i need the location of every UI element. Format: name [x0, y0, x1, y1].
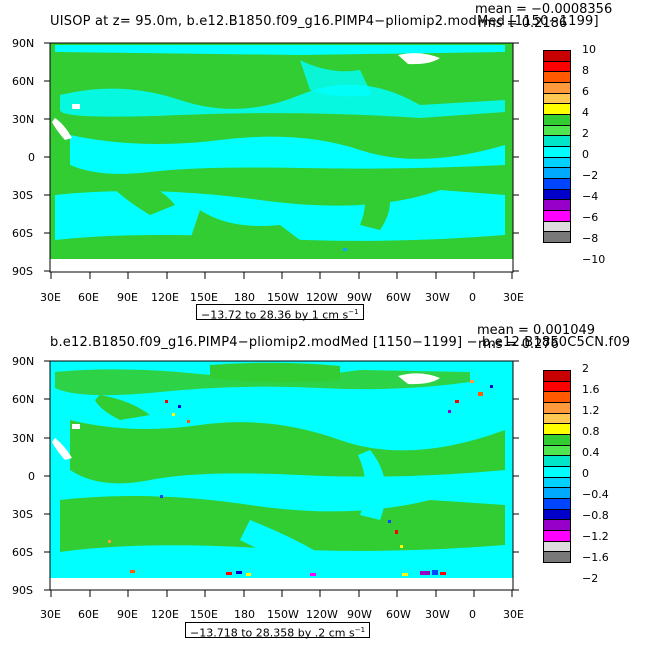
panel1-colorbar: [543, 50, 571, 243]
panel1-lat-label: 30S: [12, 189, 33, 202]
panel1-rms: rms = 0.2186: [478, 16, 568, 31]
panel1-lon-label: 120W: [306, 291, 338, 304]
panel1-contour-range: −13.72 to 28.36 by 1 cm s−1: [196, 304, 364, 322]
panel1-legend-label: −6: [582, 211, 599, 224]
panel1-mean: mean = −0.0008356: [475, 2, 613, 17]
panel2-legend-label: 0: [582, 467, 589, 480]
panel2-title: b.e12.B1850.f09_g16.PIMP4−pliomip2.modMe…: [50, 335, 631, 350]
panel2-legend-label: 1.6: [582, 383, 600, 396]
panel2-legend-label: 2: [582, 362, 589, 375]
panel1-lon-label: 60W: [386, 291, 411, 304]
panel1-colorbar-swatch: [543, 231, 571, 243]
panel2-legend-label: −1.6: [582, 551, 609, 564]
panel2-legend-label: 1.2: [582, 404, 600, 417]
panel1-title: UISOP at z= 95.0m, b.e12.B1850.f09_g16.P…: [50, 14, 599, 29]
panel2-colorbar: [543, 370, 571, 563]
panel2-mean: mean = 0.001049: [477, 323, 596, 338]
panel2-rms: rms = 0.276: [478, 337, 559, 352]
panel1-range-unit-exp: −1: [348, 308, 359, 316]
panel1-legend-label: 10: [582, 43, 596, 56]
panel1-legend-label: 4: [582, 106, 589, 119]
panel1-lat-label: 90N: [12, 37, 35, 50]
panel1-lon-label: 120E: [151, 291, 179, 304]
panel1-lon-label: 150W: [267, 291, 299, 304]
panel2-range-text: −13.718 to 28.358 by .2 cm s: [190, 626, 355, 640]
panel2-legend-label: −1.2: [582, 530, 609, 543]
panel2-legend-label: −0.4: [582, 488, 609, 501]
panel1-lon-label: 30W: [425, 291, 450, 304]
panel1-lon-label: 60E: [78, 291, 99, 304]
panel1-legend-label: 8: [582, 64, 589, 77]
panel2-legend-label: 0.4: [582, 446, 600, 459]
panel1-lon-label: 30E: [503, 291, 524, 304]
panel1-lat-label: 90S: [12, 265, 33, 278]
panel1-legend-label: 2: [582, 127, 589, 140]
panel1-range-text: −13.72 to 28.36 by 1 cm s: [201, 308, 349, 322]
panel2-legend-label: 0.8: [582, 425, 600, 438]
panel1-map: [49, 42, 514, 273]
panel1-legend-label: 0: [582, 148, 589, 161]
panel1-lon-label: 30E: [40, 291, 61, 304]
panel1-lat-label: 60S: [12, 227, 33, 240]
panel1-lat-label: 60N: [12, 75, 35, 88]
panel1-legend-label: −8: [582, 232, 599, 245]
panel1-ticks: [44, 42, 519, 279]
panel1-lon-label: 90W: [347, 291, 372, 304]
panel1-legend-label: −10: [582, 253, 606, 266]
panel1-lon-label: 90E: [117, 291, 138, 304]
panel1-lat-label: 30N: [12, 113, 35, 126]
panel1-axes: 90N 60N 30N 0 30S 60S 90S 30E 60E 90E 12…: [12, 37, 524, 304]
panel1-lon-label: 150E: [190, 291, 218, 304]
panel2-range-unit-exp: −1: [354, 626, 366, 634]
panel2-contour-range: −13.718 to 28.358 by .2 cm s−1: [185, 622, 371, 640]
panel1-lat-label: 0: [28, 151, 35, 164]
panel1-legend-label: −2: [582, 169, 599, 182]
panel1-lon-label: 0: [469, 291, 476, 304]
panel2-legend-label: −2: [582, 572, 599, 585]
panel2-legend-label: −0.8: [582, 509, 609, 522]
panel1-legend-label: 6: [582, 85, 589, 98]
panel2-colorbar-swatch: [543, 551, 571, 563]
panel1-legend-label: −4: [582, 190, 599, 203]
panel1-lon-label: 180: [234, 291, 255, 304]
